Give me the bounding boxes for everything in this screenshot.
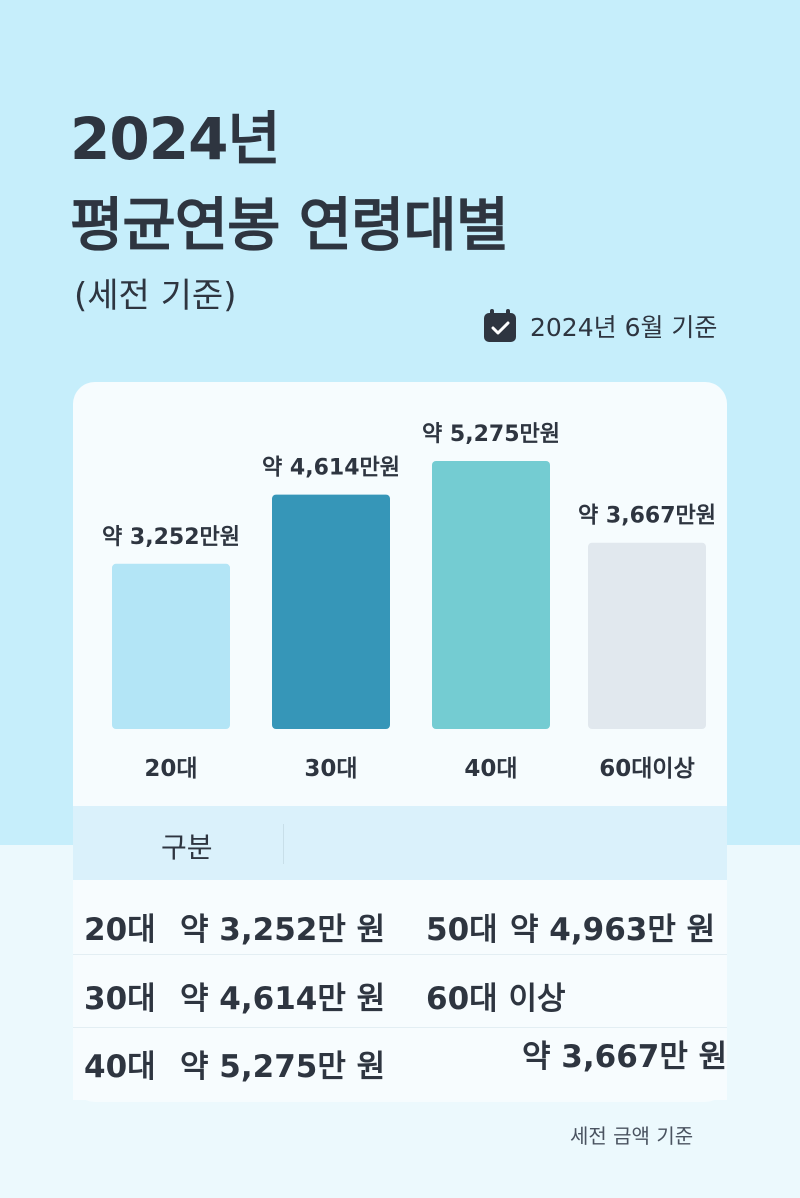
row-divider <box>73 1027 727 1028</box>
table-header: 구분 <box>73 806 727 880</box>
table-row-age: 60대 이상 <box>426 981 566 1017</box>
page-title-year: 2024년 <box>70 105 281 173</box>
date-badge: 2024년 6월 기준 <box>482 308 717 344</box>
category-label: 30대 <box>304 756 357 782</box>
table-row-age: 20대 <box>84 912 156 948</box>
bar-value-label: 약 3,667만원 <box>578 504 716 529</box>
page-title: 평균연봉 연령대별 <box>70 191 509 259</box>
table-row-age: 40대 <box>84 1049 156 1085</box>
bar-value-label: 약 5,275만원 <box>422 422 560 447</box>
bar-20대 <box>112 563 230 729</box>
table-row-value: 약 3,667만 원 <box>522 1039 728 1075</box>
table-row-value: 약 5,275만 원 <box>180 1049 386 1085</box>
table-row-value: 약 4,614만 원 <box>180 981 386 1017</box>
table-row-value: 약 4,963만 원 <box>510 912 716 948</box>
calendar-check-icon <box>484 309 516 342</box>
table-row-age: 50대 <box>426 912 498 948</box>
row-divider <box>73 954 727 955</box>
category-label: 40대 <box>464 756 517 782</box>
bar-chart: 약 3,252만원 20대 약 4,614만원 30대 약 5,275만원 40대 약 3,… <box>102 422 716 782</box>
bar-value-label: 약 4,614만원 <box>262 456 400 481</box>
date-label: 2024년 6월 기준 <box>530 313 718 342</box>
bar-30대 <box>272 494 390 729</box>
bar-40대 <box>432 461 550 729</box>
table-header-label: 구분 <box>161 831 213 864</box>
bar-60대이상 <box>588 542 706 729</box>
table-body <box>73 880 727 1100</box>
category-label: 60대이상 <box>599 756 695 782</box>
footnote: 세전 금액 기준 <box>570 1124 694 1148</box>
bar-value-label: 약 3,252만원 <box>102 525 240 550</box>
category-label: 20대 <box>144 756 197 782</box>
page-subtitle: (세전 기준) <box>74 276 237 316</box>
table-row-value: 약 3,252만 원 <box>180 912 386 948</box>
table-header-divider <box>283 824 284 864</box>
table-row-age: 30대 <box>84 981 156 1017</box>
